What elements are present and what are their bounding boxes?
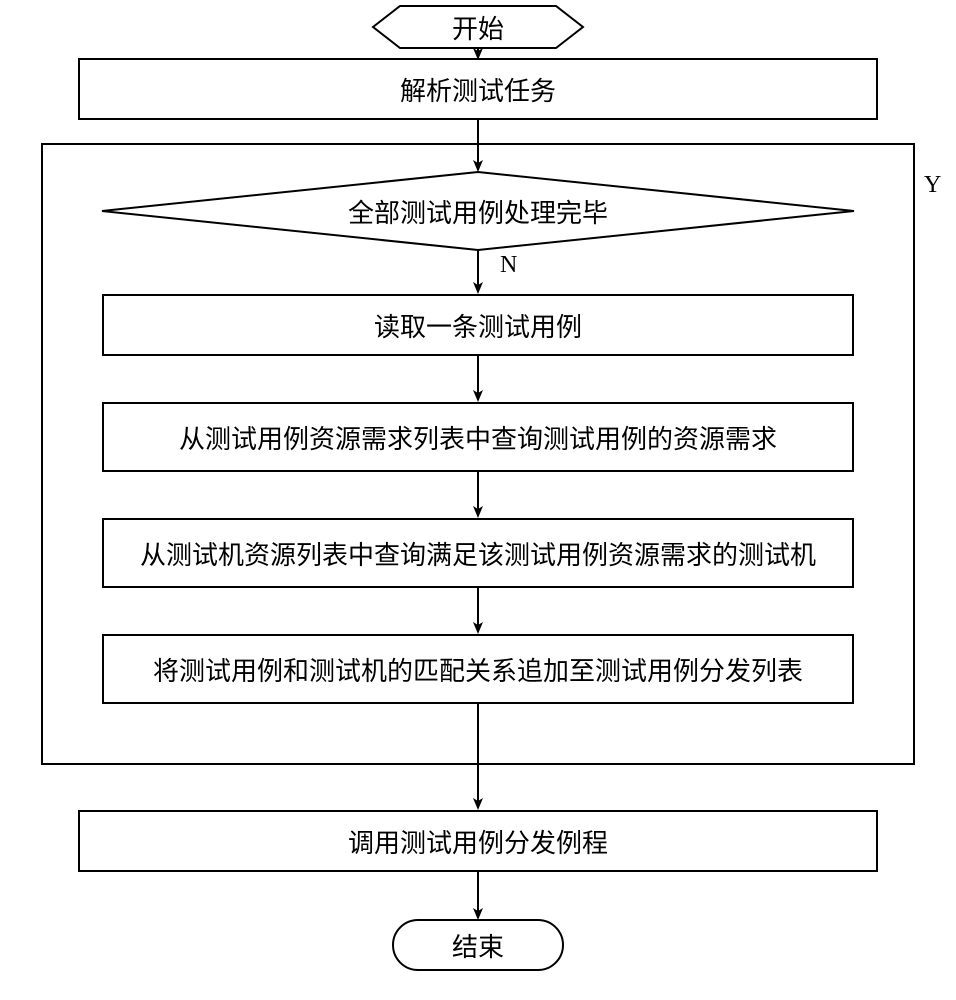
end-label: 结束 bbox=[452, 927, 504, 964]
query1-node: 从测试用例资源需求列表中查询测试用例的资源需求 bbox=[102, 402, 854, 472]
call-node: 调用测试用例分发例程 bbox=[78, 810, 878, 872]
query2-node: 从测试机资源列表中查询满足该测试用例资源需求的测试机 bbox=[102, 518, 854, 588]
call-label: 调用测试用例分发例程 bbox=[348, 823, 608, 860]
append-label: 将测试用例和测试机的匹配关系追加至测试用例分发列表 bbox=[153, 651, 803, 688]
append-node: 将测试用例和测试机的匹配关系追加至测试用例分发列表 bbox=[102, 634, 854, 704]
start-label: 开始 bbox=[452, 9, 504, 46]
y-label: Y bbox=[924, 172, 941, 199]
n-label: N bbox=[500, 252, 517, 279]
decision-label: 全部测试用例处理完毕 bbox=[348, 193, 608, 230]
read-node: 读取一条测试用例 bbox=[102, 294, 854, 356]
decision-node: 全部测试用例处理完毕 bbox=[102, 172, 854, 250]
query2-label: 从测试机资源列表中查询满足该测试用例资源需求的测试机 bbox=[140, 535, 816, 572]
end-node: 结束 bbox=[393, 920, 563, 970]
parse-node: 解析测试任务 bbox=[78, 58, 878, 120]
start-node: 开始 bbox=[373, 6, 583, 48]
query1-label: 从测试用例资源需求列表中查询测试用例的资源需求 bbox=[179, 419, 777, 456]
flowchart-canvas: 开始 解析测试任务 全部测试用例处理完毕 N Y 读取一条测试用例 从测试用例资… bbox=[0, 0, 956, 1000]
read-label: 读取一条测试用例 bbox=[374, 307, 582, 344]
parse-label: 解析测试任务 bbox=[400, 71, 556, 108]
